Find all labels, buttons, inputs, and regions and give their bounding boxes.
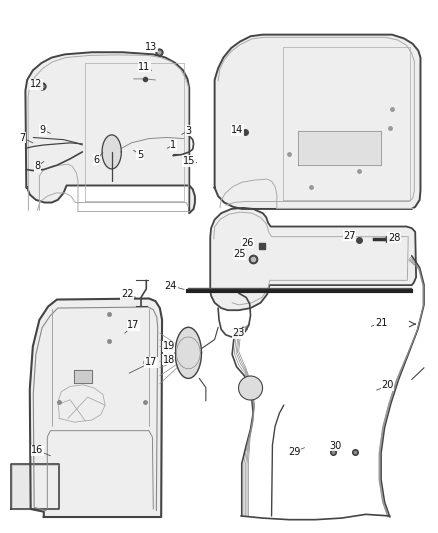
Text: 19: 19 xyxy=(162,342,175,351)
Text: 1: 1 xyxy=(170,140,177,150)
Text: 15: 15 xyxy=(183,156,195,166)
Text: 29: 29 xyxy=(288,447,300,457)
Text: 11: 11 xyxy=(138,62,151,71)
Text: 25: 25 xyxy=(233,249,246,259)
Text: 30: 30 xyxy=(329,441,341,450)
Text: 9: 9 xyxy=(40,125,46,135)
Text: 20: 20 xyxy=(381,381,394,390)
Text: 3: 3 xyxy=(185,126,191,135)
Text: 28: 28 xyxy=(388,233,400,243)
Polygon shape xyxy=(175,327,201,378)
Text: 17: 17 xyxy=(127,320,140,330)
Text: 5: 5 xyxy=(137,150,143,159)
Text: 23: 23 xyxy=(233,328,245,338)
Polygon shape xyxy=(210,208,416,310)
Text: 18: 18 xyxy=(162,355,175,365)
Circle shape xyxy=(239,376,262,400)
Text: 6: 6 xyxy=(93,155,99,165)
Polygon shape xyxy=(102,135,121,169)
Polygon shape xyxy=(30,298,162,517)
Polygon shape xyxy=(298,131,381,165)
Text: 14: 14 xyxy=(231,125,244,135)
Text: 16: 16 xyxy=(31,446,43,455)
Text: 27: 27 xyxy=(343,231,356,240)
Text: 8: 8 xyxy=(34,161,40,171)
Text: 7: 7 xyxy=(19,133,25,142)
Text: 13: 13 xyxy=(145,42,157,52)
Text: 26: 26 xyxy=(241,238,254,247)
Polygon shape xyxy=(11,464,59,509)
Polygon shape xyxy=(215,35,420,209)
Text: 17: 17 xyxy=(145,358,157,367)
Polygon shape xyxy=(25,52,195,213)
Polygon shape xyxy=(74,370,92,383)
Text: 24: 24 xyxy=(165,281,177,290)
Text: 21: 21 xyxy=(375,318,387,328)
Text: 22: 22 xyxy=(121,289,133,299)
Text: 12: 12 xyxy=(30,79,42,89)
